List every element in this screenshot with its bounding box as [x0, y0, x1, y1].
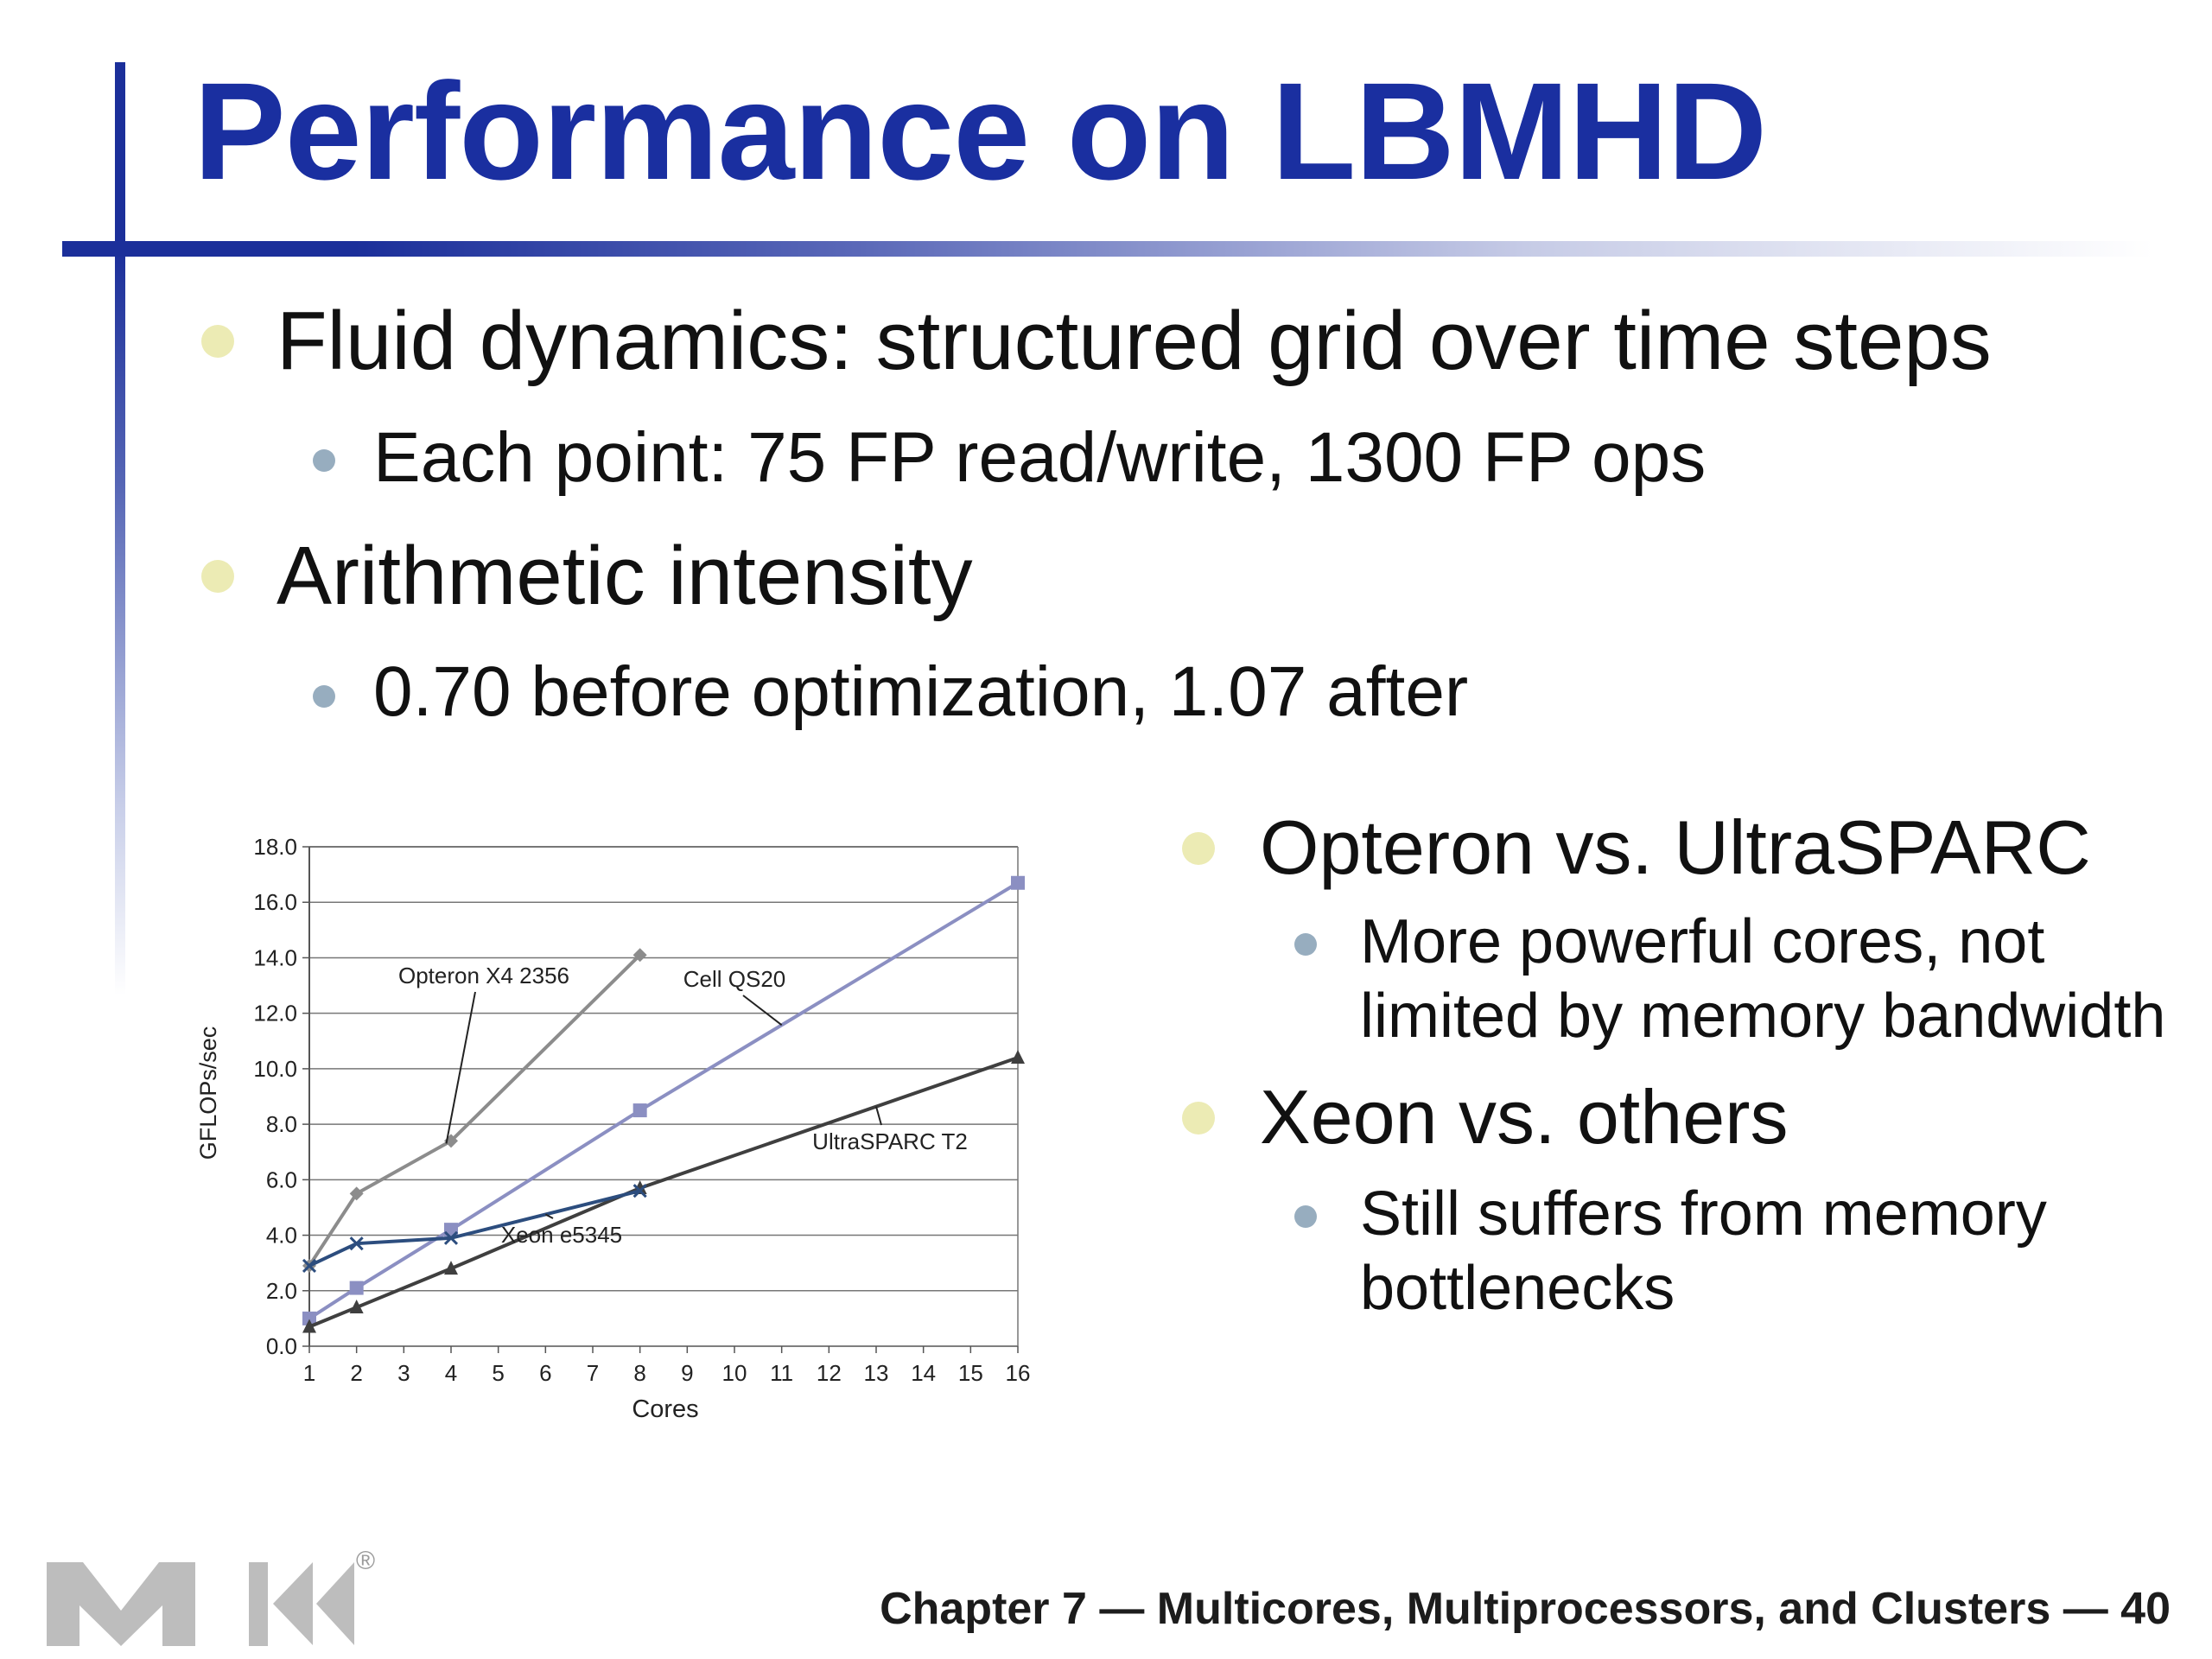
callout-leader-line: [445, 991, 476, 1144]
series-line: [308, 953, 642, 1267]
callout-leader-line: [544, 1213, 554, 1219]
chart-series: [302, 875, 1025, 1333]
y-tick-label: 0.0: [266, 1333, 297, 1359]
sub-bullet-line: More powerful cores, not: [1360, 907, 2045, 976]
sub-bullet-dot: [1294, 933, 1317, 956]
y-tick-label: 2.0: [266, 1278, 297, 1304]
callout-leader-line: [875, 1106, 882, 1126]
data-point: [1011, 1050, 1025, 1065]
chart-series-labels: Opteron X4 2356 Cell QS20 UltraSPARC T2 Xeo…: [398, 963, 968, 1248]
bullet-dot: [1182, 832, 1215, 865]
x-tick-label: 9: [681, 1360, 693, 1386]
series-line: [308, 881, 1020, 1320]
y-tick-label: 12.0: [253, 1001, 297, 1027]
y-tick-label: 8.0: [266, 1111, 297, 1137]
bullet-arithmetic-intensity: Arithmetic intensity: [276, 530, 973, 622]
chart-axes: 0.02.04.06.08.010.012.014.016.018.01 2 3 4 5…: [253, 834, 1030, 1386]
x-tick-label: 8: [633, 1360, 645, 1386]
x-tick-label: 6: [539, 1360, 551, 1386]
y-tick-label: 14.0: [253, 944, 297, 970]
y-tick-label: 18.0: [253, 834, 297, 860]
data-point: [349, 1300, 364, 1314]
x-tick-label: 10: [722, 1360, 747, 1386]
sub-bullet-line: limited by memory bandwidth: [1360, 982, 2166, 1052]
sub-bullet-line: bottlenecks: [1360, 1254, 1675, 1324]
x-axis-label: Cores: [632, 1395, 698, 1423]
sub-bullet-intensity-values: 0.70 before optimization, 1.07 after: [373, 652, 1469, 731]
x-tick-label: 5: [492, 1360, 504, 1386]
series-line: [308, 1189, 641, 1268]
bullet-fluid-dynamics: Fluid dynamics: structured grid over tim…: [276, 295, 1992, 387]
data-point: [302, 1258, 317, 1273]
x-tick-label: 4: [445, 1360, 457, 1386]
series-label: Xeon e5345: [501, 1222, 622, 1248]
lbmhd-performance-chart: 0.02.04.06.08.010.012.014.016.018.01 2 3 4 5…: [195, 834, 1030, 1423]
sub-bullet-memory-bottlenecks: Still suffers from memory bottlenecks: [1360, 1177, 2047, 1326]
data-point: [302, 1319, 316, 1333]
x-tick-label: 3: [397, 1360, 410, 1386]
x-tick-label: 14: [911, 1360, 936, 1386]
sub-bullet-dot: [1294, 1205, 1317, 1228]
x-tick-label: 16: [1006, 1360, 1031, 1386]
data-point: [349, 1236, 364, 1251]
y-tick-label: 16.0: [253, 889, 297, 915]
data-point: [302, 1311, 316, 1325]
data-point: [632, 1184, 647, 1198]
title-underline-bar: [62, 241, 2153, 257]
publisher-logo: ®: [47, 1547, 375, 1646]
y-tick-label: 6.0: [266, 1166, 297, 1192]
series-label: UltraSPARC T2: [812, 1128, 968, 1154]
series-label: Cell QS20: [683, 966, 786, 992]
x-tick-label: 13: [864, 1360, 889, 1386]
bullet-dot: [201, 560, 234, 593]
data-point: [1011, 875, 1025, 890]
y-tick-label: 4.0: [266, 1223, 297, 1249]
sub-bullet-dot: [313, 449, 335, 472]
data-point: [349, 1186, 364, 1201]
series-label: Opteron X4 2356: [398, 963, 569, 988]
sub-bullet-more-powerful-cores: More powerful cores, not limited by memo…: [1360, 905, 2165, 1054]
bullet-opteron-vs-ultrasparc: Opteron vs. UltraSPARC: [1260, 804, 2091, 890]
x-tick-label: 7: [587, 1360, 599, 1386]
data-point: [632, 1103, 647, 1118]
bullet-xeon-vs-others: Xeon vs. others: [1260, 1074, 1789, 1160]
registered-mark: ®: [356, 1547, 375, 1575]
slide-footer: Chapter 7 — Multicores, Multiprocessors,…: [880, 1584, 2171, 1634]
bullet-dot: [1182, 1102, 1215, 1135]
x-tick-label: 2: [350, 1360, 362, 1386]
y-axis-label: GFLOPs/sec: [195, 1027, 221, 1160]
x-tick-label: 11: [770, 1360, 793, 1386]
x-tick-label: 1: [303, 1360, 315, 1386]
x-tick-label: 12: [817, 1360, 842, 1386]
bullet-dot: [201, 325, 234, 358]
chart-gridlines: [309, 846, 1018, 1347]
x-tick-label: 15: [958, 1360, 983, 1386]
y-tick-label: 10.0: [253, 1056, 297, 1082]
sub-bullet-line: Still suffers from memory: [1360, 1179, 2047, 1249]
sub-bullet-dot: [313, 685, 335, 708]
sub-bullet-each-point: Each point: 75 FP read/write, 1300 FP op…: [373, 418, 1707, 497]
data-point: [443, 1230, 459, 1245]
title-vertical-accent-bar: [115, 62, 125, 995]
slide-title: Performance on LBMHD: [194, 54, 1767, 208]
data-point: [349, 1281, 364, 1295]
data-point: [632, 948, 647, 963]
data-point: [444, 1261, 458, 1275]
callout-leader-line: [742, 995, 783, 1027]
